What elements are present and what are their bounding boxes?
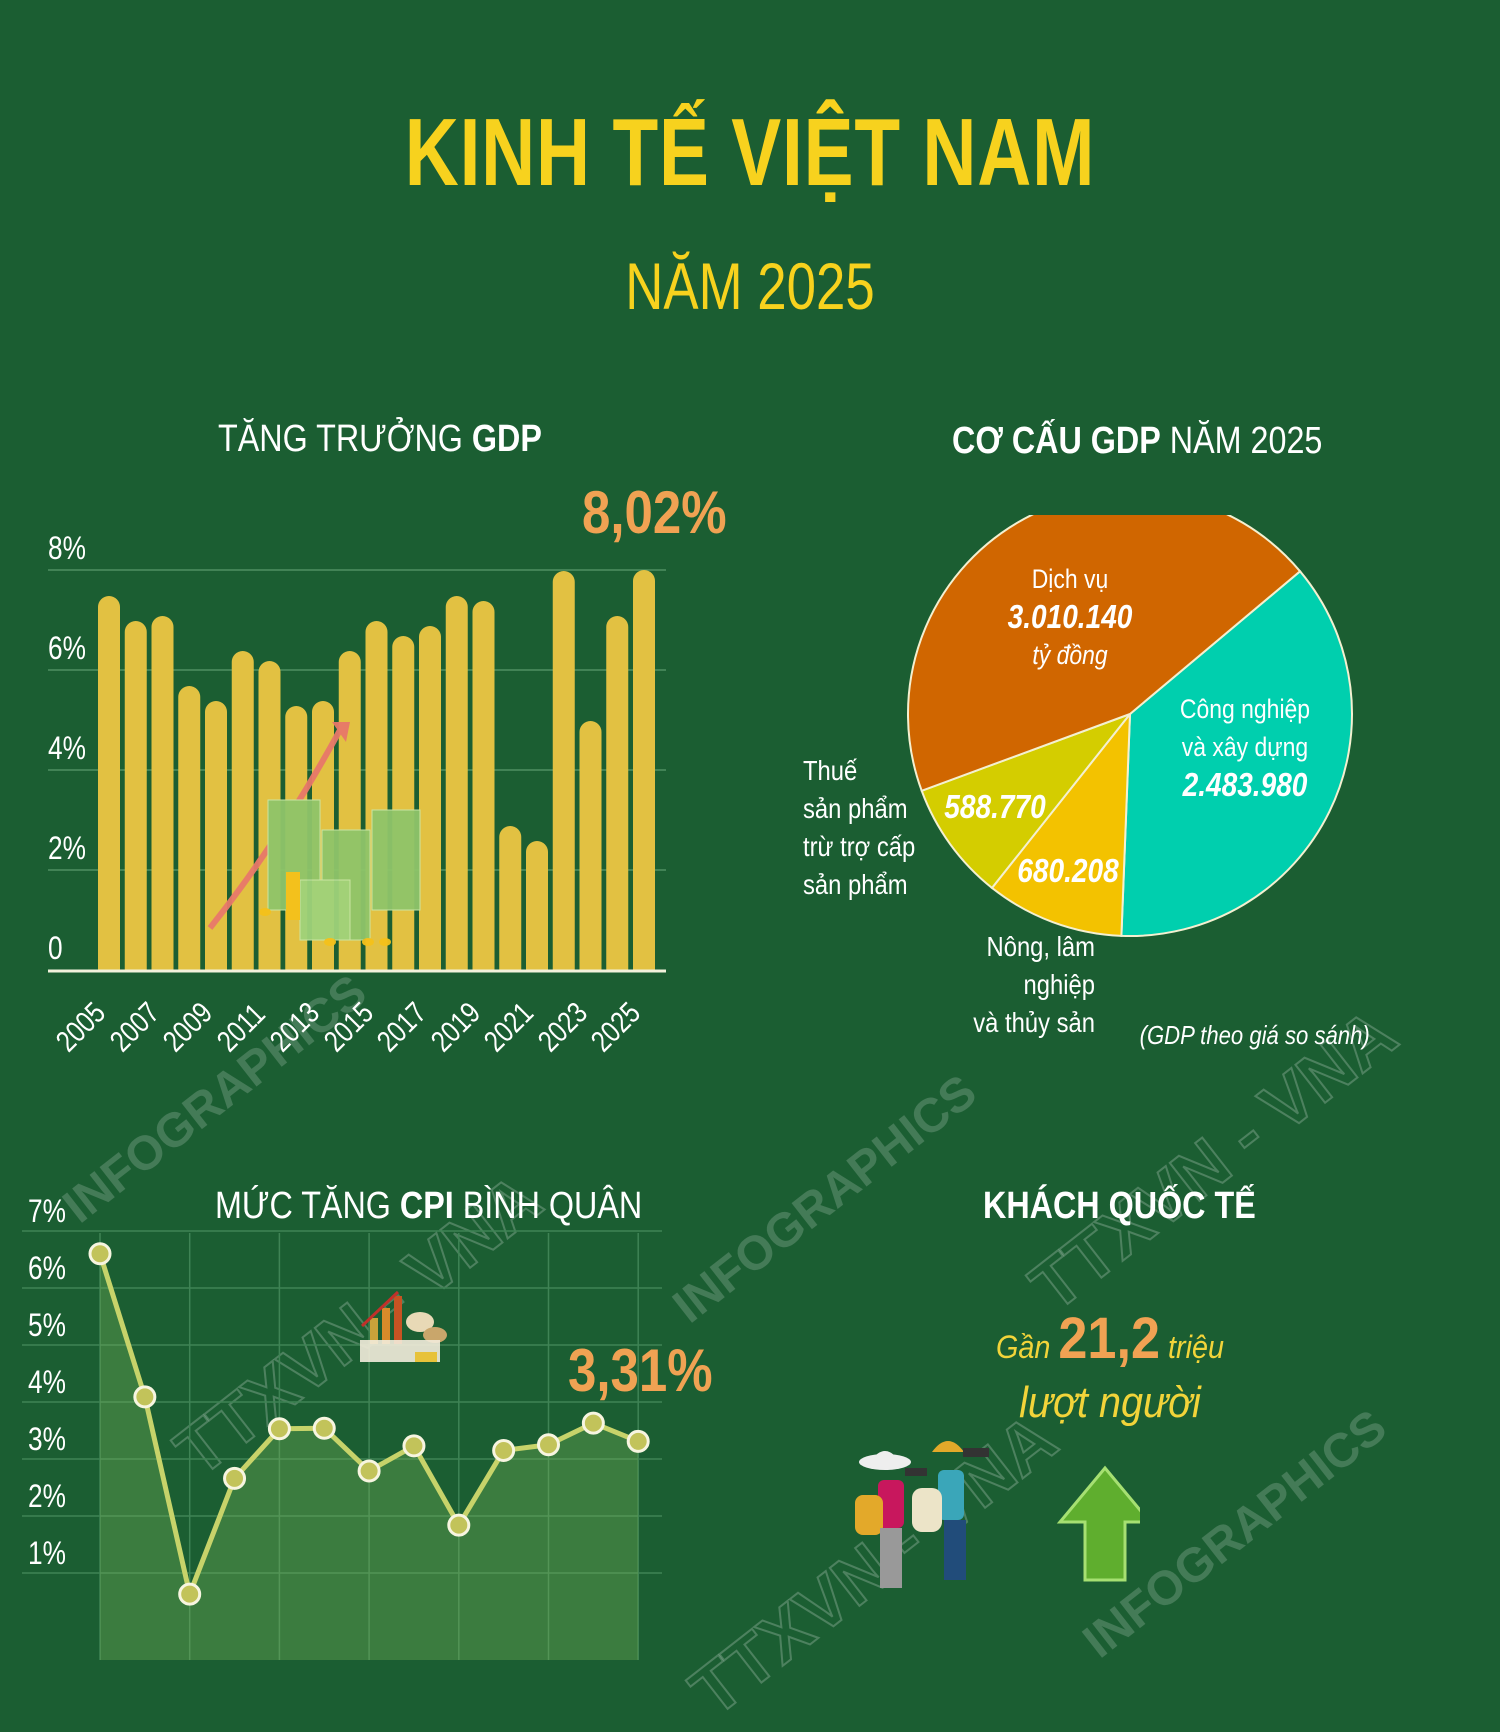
- industry-label-2: và xây dựng: [1181, 732, 1309, 762]
- gdp-bar: [98, 596, 120, 971]
- visitors-line2: lượt người: [1019, 1378, 1201, 1427]
- cpi-y-tick: 4%: [28, 1364, 66, 1400]
- gdp-bar-chart-svg: [48, 569, 666, 973]
- gdp-bar: [606, 616, 629, 971]
- cpi-data-point: [178, 1582, 202, 1606]
- tourists-illustration: [855, 1441, 1140, 1588]
- cpi-data-point: [581, 1411, 605, 1435]
- gdp-bar: [392, 636, 415, 971]
- page-title: KINH TẾ VIỆT NAM: [404, 99, 1096, 206]
- gdp-y-tick: 2%: [48, 830, 86, 866]
- page-subtitle: NĂM 2025: [625, 249, 875, 323]
- gdp-y-tick: 8%: [48, 530, 86, 566]
- cpi-data-point: [312, 1416, 336, 1440]
- gdp-bar: [633, 570, 655, 971]
- gdp-note: (GDP theo giá so sánh): [1139, 1020, 1370, 1050]
- gdp-bar: [205, 701, 227, 971]
- gdp-bar: [231, 651, 254, 971]
- agri-label-line: và thủy sản: [973, 1007, 1095, 1038]
- visitors-number: 21,2: [1058, 1306, 1161, 1371]
- gdp-y-tick: 0: [48, 930, 63, 966]
- gdp-growth-title-plain: TĂNG TRƯỞNG: [218, 418, 472, 460]
- cpi-y-tick: 2%: [28, 1478, 66, 1514]
- cpi-data-point: [537, 1433, 560, 1457]
- gdp-pie-chart: [907, 515, 1353, 937]
- cpi-data-point: [447, 1513, 471, 1537]
- agri-label: Nông, lâm nghiệp và thủy sản: [925, 928, 1095, 1042]
- agri-value: 680.208: [1017, 852, 1119, 889]
- gdp-structure-title-plain: NĂM 2025: [1160, 420, 1323, 462]
- cpi-y-tick: 3%: [28, 1421, 66, 1457]
- cpi-data-point: [626, 1429, 650, 1453]
- pie-slice: [907, 515, 1302, 793]
- cpi-data-point: [223, 1466, 247, 1490]
- tax-label: Thuế sản phẩm trừ trợ cấp sản phẩm: [803, 752, 915, 904]
- visitors-prefix: Gần: [995, 1329, 1059, 1365]
- pie-label-services: Dịch vụ 3.010.140 tỷ đồng: [977, 560, 1164, 674]
- gdp-bar: [151, 616, 174, 971]
- cpi-data-point: [492, 1438, 516, 1462]
- services-unit: tỷ đồng: [1032, 640, 1108, 670]
- cpi-data-point: [402, 1434, 426, 1458]
- pie-slice: [990, 710, 1132, 937]
- gdp-bar: [526, 841, 548, 971]
- gdp-bar: [579, 721, 602, 971]
- gdp-structure-title-bold: CƠ CẤU GDP: [952, 420, 1161, 462]
- tax-label-line: trừ trợ cấp: [803, 831, 916, 862]
- watermark-infographics: INFOGRAPHICS: [663, 1065, 987, 1334]
- cpi-title-plain: MỨC TĂNG: [215, 1185, 400, 1227]
- cpi-y-tick: 6%: [28, 1250, 66, 1286]
- gdp-growth-title-bold: GDP: [471, 418, 542, 460]
- gdp-bar: [124, 621, 147, 971]
- industry-value: 2.483.980: [1182, 766, 1308, 803]
- cpi-data-point: [357, 1459, 381, 1483]
- industry-label-1: Công nghiệp: [1179, 694, 1311, 724]
- gdp-bar: [445, 596, 468, 971]
- tax-label-line: sản phẩm: [803, 793, 908, 824]
- gdp-y-tick: 6%: [48, 630, 86, 666]
- money-stack-illustration: [207, 722, 421, 946]
- pie-label-industry: Công nghiệp và xây dựng 2.483.980: [1156, 690, 1335, 804]
- gdp-bar: [419, 626, 441, 971]
- cpi-highlight: 3,31%: [568, 1337, 713, 1404]
- gdp-growth-highlight: 8,02%: [582, 479, 727, 546]
- market-illustration: [360, 1290, 447, 1362]
- gdp-bar-chart: [46, 528, 686, 1068]
- agri-label-line: Nông, lâm nghiệp: [986, 931, 1095, 1000]
- gdp-bar: [472, 601, 495, 971]
- gdp-structure-title: CƠ CẤU GDP NĂM 2025: [952, 420, 1322, 463]
- cpi-data-point: [133, 1385, 157, 1409]
- cpi-title: MỨC TĂNG CPI BÌNH QUÂN: [215, 1185, 642, 1228]
- pie-slice: [1120, 569, 1353, 937]
- cpi-data-point: [267, 1417, 291, 1441]
- cpi-y-tick: 5%: [28, 1307, 66, 1343]
- pie-slice: [920, 711, 1133, 890]
- visitors-stat: Gần 21,2 triệu lượt người: [939, 1305, 1281, 1428]
- services-value: 3.010.140: [1007, 598, 1133, 635]
- gdp-bar: [499, 826, 522, 971]
- visitors-suffix: triệu: [1160, 1329, 1225, 1365]
- cpi-line-chart: [22, 1230, 662, 1660]
- gdp-bar: [552, 571, 575, 971]
- gdp-y-tick: 4%: [48, 730, 86, 766]
- tax-label-line: Thuế: [803, 755, 858, 786]
- cpi-title-bold: CPI: [399, 1185, 454, 1227]
- visitors-title: KHÁCH QUỐC TẾ: [983, 1185, 1256, 1227]
- cpi-y-tick: 7%: [28, 1193, 66, 1229]
- tax-label-line: sản phẩm: [803, 869, 908, 900]
- cpi-data-point: [88, 1242, 112, 1266]
- gdp-growth-title: TĂNG TRƯỞNG GDP: [218, 418, 542, 461]
- cpi-title-plain: BÌNH QUÂN: [453, 1185, 643, 1227]
- services-label: Dịch vụ: [1031, 564, 1109, 594]
- tax-value: 588.770: [944, 788, 1046, 825]
- gdp-bar: [178, 686, 201, 971]
- cpi-y-tick: 1%: [28, 1535, 66, 1571]
